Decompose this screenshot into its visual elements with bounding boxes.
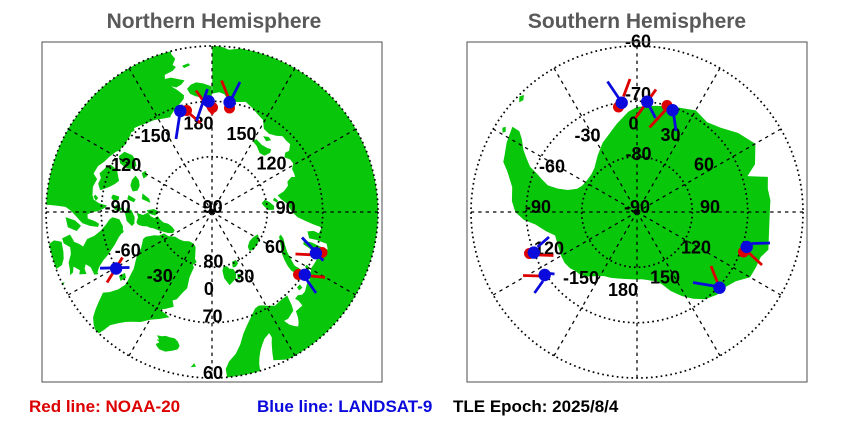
svg-text:120: 120 bbox=[256, 153, 286, 173]
svg-text:-30: -30 bbox=[147, 266, 173, 286]
svg-text:-90: -90 bbox=[525, 197, 551, 217]
svg-text:-90: -90 bbox=[105, 197, 131, 217]
svg-text:-150: -150 bbox=[135, 126, 171, 146]
svg-text:-60: -60 bbox=[539, 157, 565, 177]
svg-text:0: 0 bbox=[204, 279, 214, 299]
svg-text:Southern Hemisphere: Southern Hemisphere bbox=[528, 10, 746, 33]
svg-text:180: 180 bbox=[183, 114, 213, 134]
svg-text:60: 60 bbox=[265, 237, 285, 257]
svg-text:Blue line: LANDSAT-9: Blue line: LANDSAT-9 bbox=[257, 397, 432, 416]
svg-text:60: 60 bbox=[694, 155, 714, 175]
svg-text:180: 180 bbox=[608, 280, 638, 300]
svg-text:150: 150 bbox=[226, 124, 256, 144]
svg-text:-150: -150 bbox=[563, 268, 599, 288]
svg-text:90: 90 bbox=[276, 198, 296, 218]
svg-text:90: 90 bbox=[700, 197, 720, 217]
svg-text:-90: -90 bbox=[624, 197, 650, 217]
svg-text:80: 80 bbox=[203, 252, 223, 272]
svg-text:Northern Hemisphere: Northern Hemisphere bbox=[107, 10, 322, 33]
svg-text:0: 0 bbox=[628, 114, 638, 134]
svg-text:60: 60 bbox=[203, 363, 223, 383]
svg-text:Red line: NOAA-20: Red line: NOAA-20 bbox=[29, 397, 180, 416]
svg-text:150: 150 bbox=[650, 268, 680, 288]
svg-text:-30: -30 bbox=[574, 125, 600, 145]
svg-text:90: 90 bbox=[203, 197, 223, 217]
svg-text:-80: -80 bbox=[625, 144, 651, 164]
svg-text:TLE Epoch: 2025/8/4: TLE Epoch: 2025/8/4 bbox=[453, 397, 619, 416]
svg-text:-60: -60 bbox=[115, 240, 141, 260]
svg-text:-120: -120 bbox=[105, 155, 141, 175]
svg-text:120: 120 bbox=[681, 238, 711, 258]
svg-text:30: 30 bbox=[234, 267, 254, 287]
svg-text:30: 30 bbox=[660, 125, 680, 145]
svg-text:70: 70 bbox=[202, 307, 222, 327]
